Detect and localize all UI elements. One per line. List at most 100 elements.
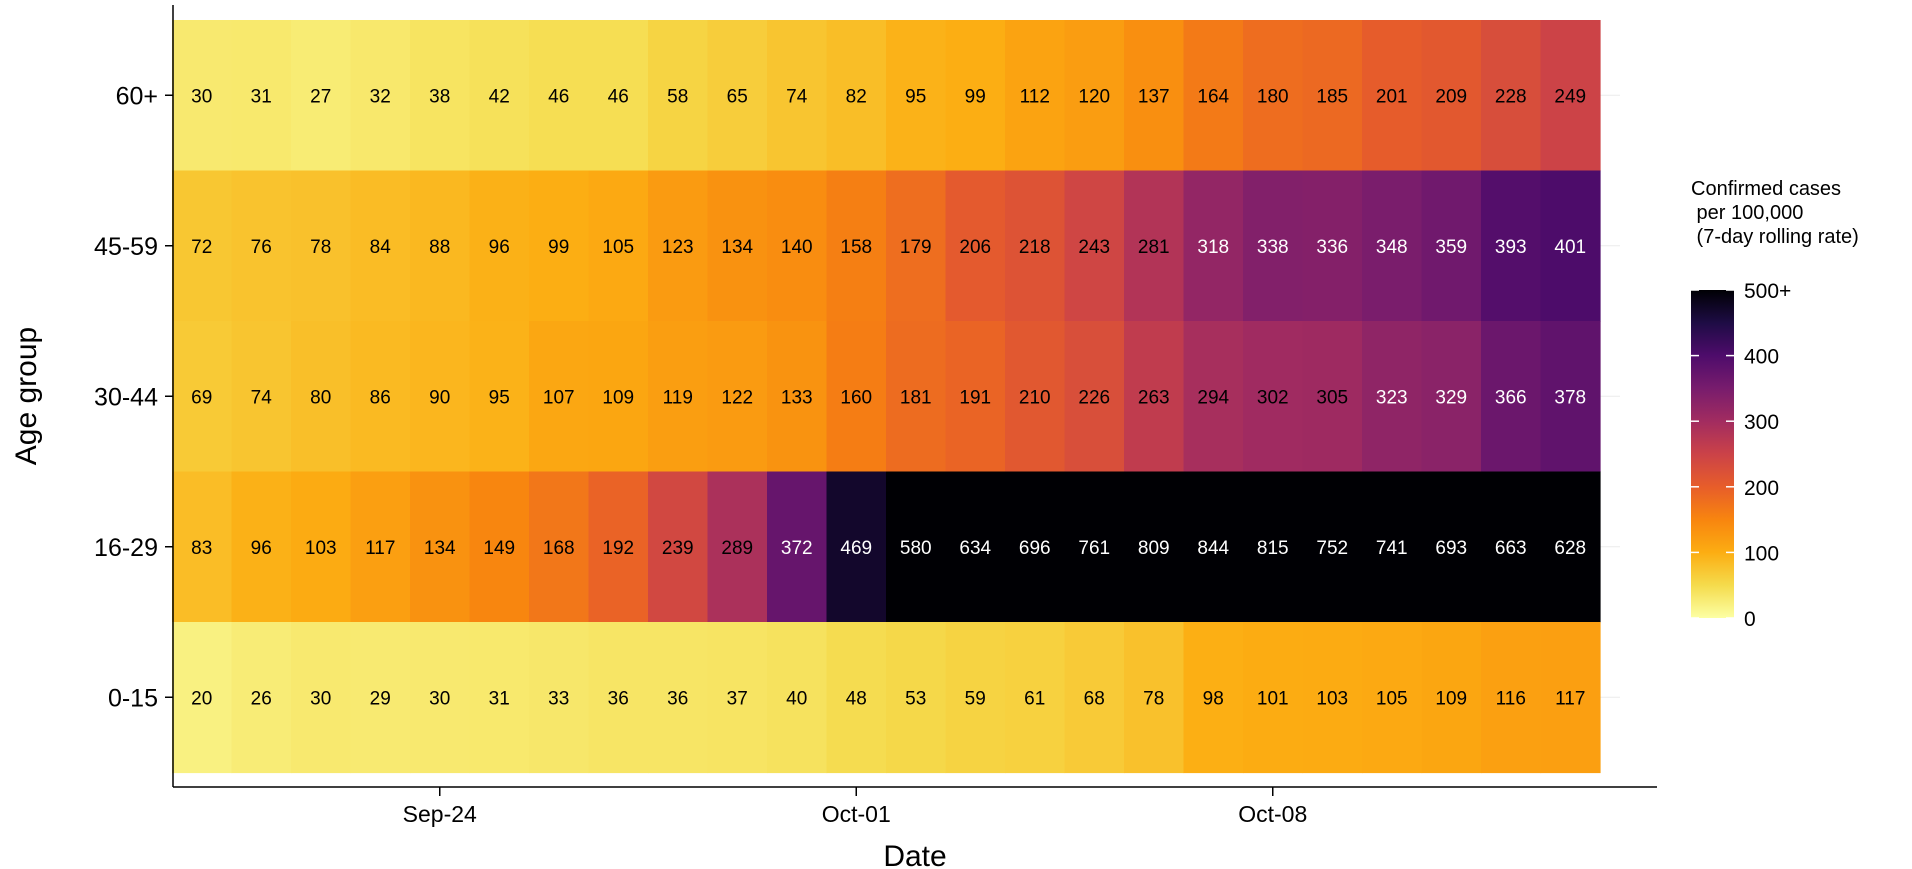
cell-value-label: 140 bbox=[781, 237, 813, 258]
heatmap-cell bbox=[1183, 170, 1244, 322]
cell-value-label: 122 bbox=[721, 387, 753, 408]
cell-value-label: 210 bbox=[1019, 387, 1051, 408]
cell-value-label: 84 bbox=[370, 237, 392, 258]
legend-tick-label: 500+ bbox=[1744, 280, 1791, 303]
y-tick-label: 30-44 bbox=[94, 383, 158, 411]
cell-value-label: 185 bbox=[1316, 86, 1348, 107]
cell-value-label: 120 bbox=[1078, 86, 1110, 107]
cell-value-label: 82 bbox=[846, 86, 867, 107]
heatmap-cell bbox=[945, 622, 1006, 774]
cell-value-label: 68 bbox=[1084, 688, 1105, 709]
heatmap-cell bbox=[1362, 622, 1423, 774]
cell-value-label: 137 bbox=[1138, 86, 1170, 107]
cell-value-label: 323 bbox=[1376, 387, 1408, 408]
heatmap-cell bbox=[172, 321, 233, 473]
cell-value-label: 366 bbox=[1495, 387, 1527, 408]
heatmap-cell bbox=[1421, 471, 1482, 623]
heatmap-cell bbox=[350, 170, 411, 322]
cell-value-label: 80 bbox=[310, 387, 331, 408]
cell-value-label: 164 bbox=[1197, 86, 1229, 107]
cell-value-label: 36 bbox=[608, 688, 629, 709]
heatmap-cell bbox=[707, 321, 768, 473]
heatmap-cell bbox=[529, 622, 590, 774]
heatmap-cell bbox=[1005, 20, 1066, 172]
cell-value-label: 58 bbox=[667, 86, 688, 107]
cell-value-label: 101 bbox=[1257, 688, 1289, 709]
cell-value-label: 117 bbox=[1555, 688, 1585, 709]
heatmap-cell bbox=[1124, 471, 1185, 623]
cell-value-label: 378 bbox=[1554, 387, 1586, 408]
heatmap-cell bbox=[1362, 471, 1423, 623]
heatmap-cell bbox=[1183, 622, 1244, 774]
heatmap-cell bbox=[826, 20, 887, 172]
heatmap-cell bbox=[410, 170, 471, 322]
cell-value-label: 348 bbox=[1376, 237, 1408, 258]
heatmap-cell bbox=[291, 321, 352, 473]
cell-value-label: 359 bbox=[1435, 237, 1467, 258]
heatmap-cell bbox=[1064, 170, 1125, 322]
heatmap-cell bbox=[707, 20, 768, 172]
cell-value-label: 628 bbox=[1554, 538, 1586, 559]
cell-value-label: 206 bbox=[959, 237, 991, 258]
legend-color-bar bbox=[1691, 290, 1734, 618]
cell-value-label: 83 bbox=[191, 538, 212, 559]
heatmap-cell bbox=[1243, 20, 1304, 172]
cell-value-label: 338 bbox=[1257, 237, 1289, 258]
cell-value-label: 401 bbox=[1554, 237, 1586, 258]
heatmap-cell bbox=[231, 321, 292, 473]
heatmap-cell bbox=[1124, 170, 1185, 322]
cell-value-label: 243 bbox=[1078, 237, 1110, 258]
y-axis-title: Age group bbox=[10, 327, 43, 465]
cell-value-label: 32 bbox=[370, 86, 391, 107]
heatmap-cell bbox=[1540, 20, 1601, 172]
cell-value-label: 249 bbox=[1554, 86, 1586, 107]
heatmap-cell bbox=[1302, 471, 1363, 623]
heatmap-cell bbox=[172, 170, 233, 322]
heatmap-cell bbox=[350, 471, 411, 623]
cell-value-label: 180 bbox=[1257, 86, 1289, 107]
heatmap-cell bbox=[1481, 471, 1542, 623]
heatmap-cell bbox=[886, 471, 947, 623]
heatmap-cell bbox=[291, 622, 352, 774]
cell-value-label: 696 bbox=[1019, 538, 1051, 559]
cell-value-label: 294 bbox=[1197, 387, 1229, 408]
cell-value-label: 46 bbox=[548, 86, 569, 107]
cell-value-label: 74 bbox=[251, 387, 273, 408]
heatmap-cells: 30 31 27 32 38 42 46 46 58 65 74 82 95 99 112 120 137 164… bbox=[172, 20, 1601, 774]
cell-value-label: 393 bbox=[1495, 237, 1527, 258]
heatmap-cell bbox=[291, 20, 352, 172]
cell-value-label: 168 bbox=[543, 538, 575, 559]
cell-value-label: 74 bbox=[786, 86, 808, 107]
heatmap-cell bbox=[469, 622, 530, 774]
color-legend: Confirmed cases per 100,000 (7-day rolli… bbox=[1691, 178, 1859, 631]
cell-value-label: 741 bbox=[1376, 538, 1408, 559]
heatmap-cell bbox=[1540, 321, 1601, 473]
heatmap-cell bbox=[1064, 321, 1125, 473]
heatmap-cell bbox=[767, 321, 828, 473]
cell-value-label: 36 bbox=[667, 688, 688, 709]
heatmap-cell bbox=[1124, 20, 1185, 172]
cell-value-label: 218 bbox=[1019, 237, 1051, 258]
heatmap-cell bbox=[1243, 622, 1304, 774]
cell-value-label: 86 bbox=[370, 387, 391, 408]
cell-value-label: 179 bbox=[900, 237, 932, 258]
cell-value-label: 76 bbox=[251, 237, 272, 258]
x-axis-title: Date bbox=[883, 840, 946, 869]
heatmap-cell bbox=[172, 622, 233, 774]
heatmap-cell bbox=[1183, 321, 1244, 473]
cell-value-label: 31 bbox=[251, 86, 272, 107]
legend-ticks: 0 100 200 300 400 500+ bbox=[1691, 280, 1791, 631]
heatmap-cell bbox=[410, 20, 471, 172]
heatmap-cell bbox=[767, 471, 828, 623]
heatmap-cell bbox=[707, 471, 768, 623]
heatmap-cell bbox=[231, 622, 292, 774]
cell-value-label: 103 bbox=[305, 538, 337, 559]
legend-tick-label: 0 bbox=[1744, 608, 1756, 631]
heatmap-cell bbox=[469, 321, 530, 473]
heatmap-cell bbox=[945, 471, 1006, 623]
cell-value-label: 33 bbox=[548, 688, 569, 709]
cell-value-label: 809 bbox=[1138, 538, 1170, 559]
cell-value-label: 289 bbox=[721, 538, 753, 559]
cell-value-label: 30 bbox=[429, 688, 450, 709]
